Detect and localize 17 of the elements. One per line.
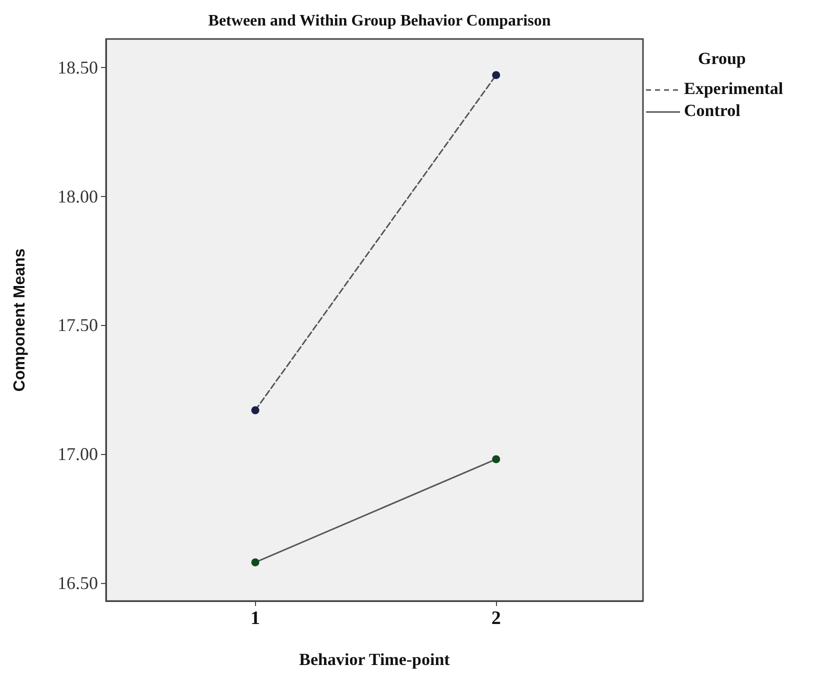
x-tick-label: 1: [250, 608, 260, 629]
y-tick-label: 17.00: [58, 444, 98, 464]
y-axis-title: Component Means: [12, 248, 28, 392]
point: [251, 406, 260, 414]
point: [492, 71, 500, 80]
legend-label: Control: [684, 101, 741, 120]
point: [492, 455, 500, 464]
x-tick-label: 2: [491, 608, 501, 629]
point: [251, 558, 260, 566]
y-tick-label: 17.50: [58, 315, 98, 336]
legend-title: Group: [698, 49, 746, 68]
y-tick-label: 18.50: [58, 57, 98, 78]
y-tick-label: 16.50: [58, 572, 98, 593]
chart-title: Between and Within Group Behavior Comparison: [208, 12, 551, 30]
y-tick-label: 18.00: [58, 186, 98, 206]
x-axis-title: Behavior Time-point: [299, 650, 450, 669]
legend-label: Experimental: [684, 79, 784, 98]
